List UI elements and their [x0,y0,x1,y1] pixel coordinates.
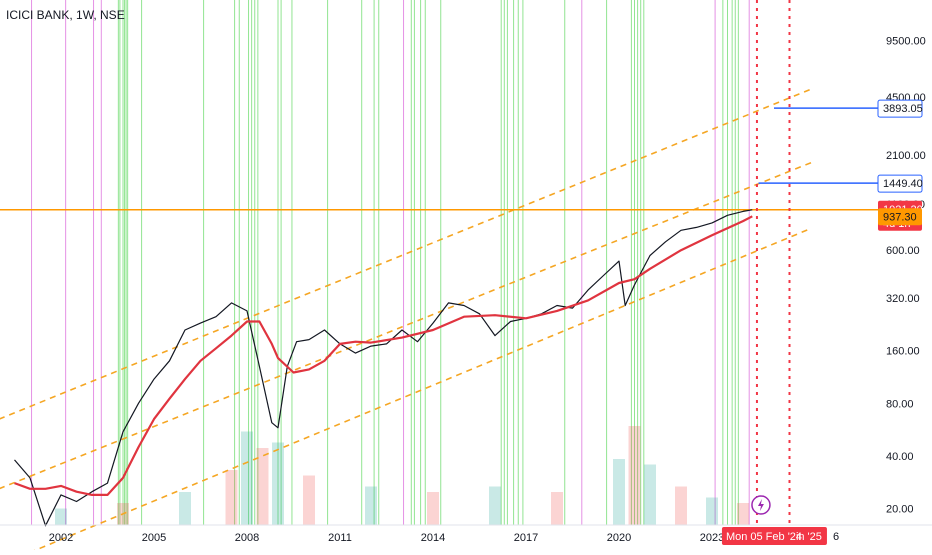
y-axis-background [878,0,932,550]
x-tick-label: 2011 [328,532,352,544]
x-tick-label: 2017 [514,532,538,544]
y-tick-label: 160.00 [886,346,920,358]
price-label-box [877,174,923,193]
y-tick-label: 2100.00 [886,150,926,162]
volume-bar [179,492,191,525]
y-tick-label: 80.00 [886,398,914,410]
channel-line [0,161,812,490]
volume-bar [241,431,253,525]
volume-bar [365,486,377,525]
date-label-text: Mon 05 Feb '24 [726,531,802,543]
lightning-icon-glyph [757,499,764,511]
price-line [14,209,753,527]
moving-average-line [14,215,753,496]
x-tick-label-partial: 6 [833,531,839,543]
volume-bar [225,470,238,525]
red-dotted-markers [755,0,791,525]
horizontal-levels [0,107,878,211]
volume-bar [272,442,284,525]
volume-bar [551,492,563,525]
y-tick-label: 600.00 [886,245,920,257]
volume-bars [55,426,749,525]
volume-bar [644,464,656,525]
x-tick-label: 2020 [607,532,631,544]
x-tick-label: 2014 [421,532,445,544]
volume-bar [489,486,501,525]
volume-bar [613,459,625,525]
symbol-title: ICICI BANK, 1W, NSE [6,8,125,22]
y-tick-label: 9500.00 [886,35,926,47]
volume-bar [737,503,749,525]
date-label-suffix: in '25 [796,531,822,543]
price-label-text: 1449.40 [883,178,923,190]
price-label-box [878,208,922,226]
price-label-box [877,99,923,118]
vertical-markers [31,0,750,525]
channel-line [21,227,812,555]
x-tick-label: 2002 [49,532,73,544]
price-label-text: 3893.05 [883,103,923,115]
volume-bar [55,508,67,525]
y-axis: 9500.004500.002100.001100.00600.00320.00… [878,0,932,550]
volume-bar [427,492,439,525]
series-lines [14,209,753,527]
volume-bar [256,448,269,525]
y-tick-label: 40.00 [886,451,914,463]
x-tick-label: 2008 [235,532,259,544]
x-tick-label: 2023 [700,532,724,544]
x-tick-label: 2005 [142,532,166,544]
volume-bar [706,497,718,525]
x-axis: 200220052008201120142017202020232026 [0,524,932,544]
channel-lines [0,88,812,555]
y-tick-label: 20.00 [886,504,914,516]
y-tick-label: 320.00 [886,293,920,305]
volume-bar [628,426,641,525]
volume-bar [303,475,315,525]
price-label-text: 937.30 [883,211,917,223]
channel-line [0,88,812,420]
volume-bar [675,486,687,525]
date-label-box [721,527,827,545]
